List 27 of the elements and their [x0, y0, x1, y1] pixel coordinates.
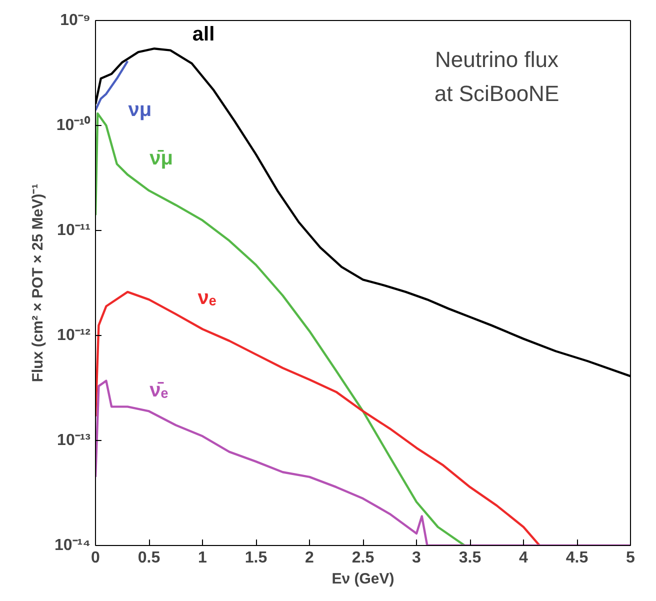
line-series [96, 290, 541, 546]
y-tick-label: 10⁻¹⁰ [56, 116, 90, 134]
x-tick-label: 4 [519, 550, 528, 566]
x-tick-label: 0.5 [138, 550, 160, 566]
x-tick-label: 3.5 [458, 550, 482, 566]
x-tick-label: 3 [412, 550, 422, 566]
series-label: all [192, 23, 215, 46]
x-tick-label: 2 [305, 550, 314, 566]
y-tick-label: 10⁻⁹ [60, 12, 90, 29]
x-axis-title: Eν (GeV) [332, 570, 394, 588]
line-series [96, 60, 129, 112]
y-axis-title: Flux (cm² × POT × 25 MeV)⁻¹ [29, 184, 46, 382]
annotation: Neutrino flux at SciBooNE [434, 46, 560, 106]
y-tick-label: 10⁻¹³ [57, 432, 90, 449]
y-tick-label: 10⁻¹¹ [57, 222, 90, 239]
x-tick-label: 1.5 [244, 550, 268, 566]
y-tick-label: 10⁻¹⁴ [54, 537, 91, 554]
x-tick-label: 1 [198, 550, 208, 566]
series-label: νμ [128, 98, 152, 121]
series-label: ν̄ₑ [150, 380, 169, 402]
x-tick-label: 0 [91, 550, 100, 566]
x-tick-label: 5 [626, 550, 636, 566]
x-tick-label: 2.5 [352, 550, 374, 566]
series-label: ν̄μ [150, 148, 173, 170]
x-tick-label: 4.5 [566, 550, 588, 566]
y-tick-label: 10⁻¹² [57, 327, 90, 344]
series-label: νₑ [198, 287, 217, 310]
